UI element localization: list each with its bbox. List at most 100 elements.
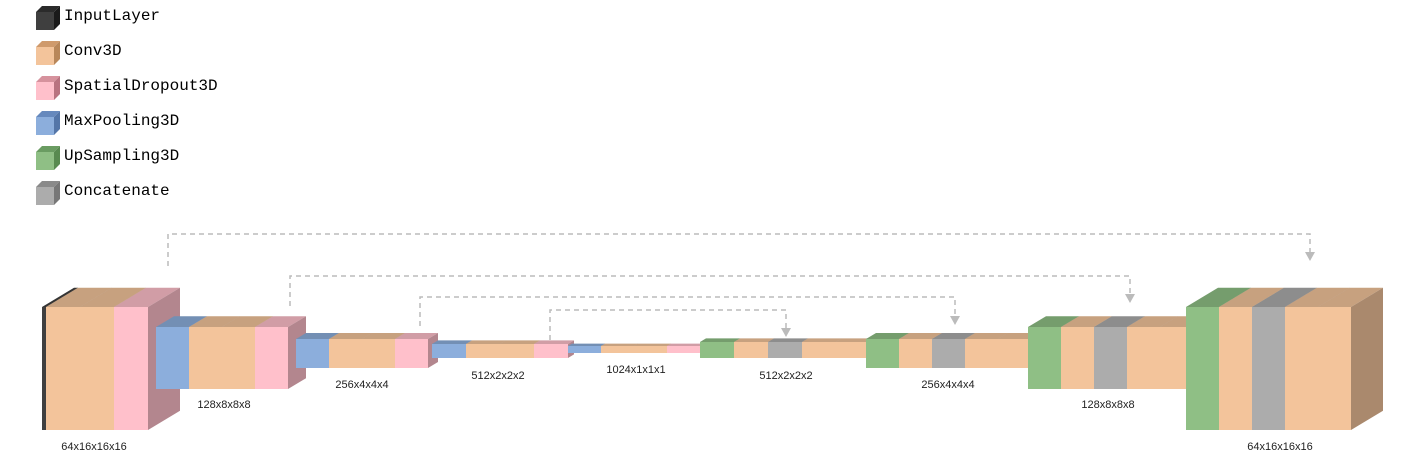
arrowhead-icon xyxy=(781,328,791,337)
block-top-face xyxy=(601,343,638,346)
block-top-face xyxy=(899,333,942,339)
block-front-face xyxy=(395,339,428,368)
stage-2-256 xyxy=(296,333,438,368)
layer-block-max-pooling3d xyxy=(568,343,605,353)
block-top-face xyxy=(866,333,909,339)
block-front-face xyxy=(899,339,932,368)
block-front-face xyxy=(965,339,998,368)
block-front-face xyxy=(1127,327,1160,389)
block-top-face xyxy=(568,343,605,346)
block-top-face xyxy=(466,340,506,344)
block-front-face xyxy=(255,327,288,389)
block-top-face xyxy=(932,333,975,339)
stage-6-256 xyxy=(866,333,1041,368)
stage-4-1024 xyxy=(568,343,704,353)
block-top-face xyxy=(500,340,540,344)
layer-blocks xyxy=(42,287,1383,430)
block-front-face xyxy=(1252,307,1285,430)
block-front-face xyxy=(222,327,255,389)
block-front-face xyxy=(836,342,870,358)
block-front-face xyxy=(802,342,836,358)
block-front-face xyxy=(466,344,500,358)
skip-connection-line xyxy=(549,309,787,340)
block-top-face xyxy=(46,287,112,307)
dimension-label-enc-128: 128x8x8x8 xyxy=(197,399,250,411)
block-front-face xyxy=(866,339,899,368)
block-top-face xyxy=(534,340,574,344)
block-front-face xyxy=(700,342,734,358)
block-top-face xyxy=(156,316,207,327)
dimension-labels: 64x16x16x16 128x8x8x8 256x4x4x4 512x2x2x… xyxy=(61,364,1312,453)
block-top-face xyxy=(768,338,808,342)
skip-connection-line xyxy=(167,233,1311,266)
block-front-face xyxy=(1318,307,1351,430)
block-front-face xyxy=(189,327,222,389)
up-sampling3d-cube-icon xyxy=(36,146,60,170)
stage-7-128 xyxy=(1028,316,1211,389)
block-front-face xyxy=(80,307,114,430)
block-top-face xyxy=(700,338,740,342)
block-top-face xyxy=(1219,287,1284,307)
dimension-label-dec-256: 256x4x4x4 xyxy=(921,379,974,391)
layer-block-spatial-dropout3d xyxy=(534,340,574,358)
block-front-face xyxy=(114,307,148,430)
block-front-face xyxy=(568,346,601,353)
layer-block-conv3d xyxy=(601,343,638,353)
block-front-face xyxy=(768,342,802,358)
block-front-face xyxy=(667,346,700,353)
block-front-face xyxy=(1094,327,1127,389)
conv3d-cube-icon xyxy=(36,41,60,65)
max-pooling3d-cube-icon xyxy=(36,111,60,135)
legend-label: UpSampling3D xyxy=(64,147,180,165)
stage-5-512 xyxy=(700,338,876,358)
legend-label: Concatenate xyxy=(64,182,170,200)
block-top-face xyxy=(222,316,273,327)
block-top-face xyxy=(1186,287,1251,307)
block-front-face xyxy=(534,344,568,358)
block-side-face xyxy=(1351,287,1383,430)
arrowhead-icon xyxy=(1305,252,1315,261)
skip-connections xyxy=(167,233,1315,340)
block-top-face xyxy=(734,338,774,342)
block-top-face xyxy=(634,343,671,346)
dimension-label-enc-256: 256x4x4x4 xyxy=(335,379,388,391)
skip-connection-line xyxy=(289,275,1131,306)
block-front-face xyxy=(156,327,189,389)
layer-block-spatial-dropout3d xyxy=(395,333,438,368)
arrowhead-icon xyxy=(1125,294,1135,303)
block-top-face xyxy=(1127,316,1178,327)
block-front-face xyxy=(601,346,634,353)
block-top-face xyxy=(114,287,180,307)
block-front-face xyxy=(1186,307,1219,430)
legend-label: MaxPooling3D xyxy=(64,112,180,130)
block-top-face xyxy=(80,287,146,307)
block-top-face xyxy=(965,333,1008,339)
dimension-label-enc-64: 64x16x16x16 xyxy=(61,441,126,453)
block-front-face xyxy=(734,342,768,358)
legend-label: Conv3D xyxy=(64,42,122,60)
stage-8-64 xyxy=(1186,287,1383,430)
arrowhead-icon xyxy=(950,316,960,325)
block-front-face xyxy=(1285,307,1318,430)
dimension-label-dec-64: 64x16x16x16 xyxy=(1247,441,1312,453)
block-front-face xyxy=(42,307,46,430)
block-front-face xyxy=(1219,307,1252,430)
block-top-face xyxy=(667,343,704,346)
block-top-face xyxy=(802,338,842,342)
spatial-dropout3d-cube-icon xyxy=(36,76,60,100)
block-front-face xyxy=(1028,327,1061,389)
input-layer-cube-icon xyxy=(36,6,60,30)
block-front-face xyxy=(634,346,667,353)
block-top-face xyxy=(1061,316,1112,327)
block-top-face xyxy=(395,333,438,339)
block-front-face xyxy=(932,339,965,368)
block-top-face xyxy=(1285,287,1350,307)
block-top-face xyxy=(1094,316,1145,327)
block-front-face xyxy=(46,307,80,430)
block-front-face xyxy=(432,344,466,358)
block-front-face xyxy=(500,344,534,358)
block-top-face xyxy=(296,333,339,339)
concatenate-cube-icon xyxy=(36,181,60,205)
dimension-label-dec-512: 512x2x2x2 xyxy=(759,370,812,382)
dimension-label-bottleneck: 1024x1x1x1 xyxy=(606,364,665,376)
